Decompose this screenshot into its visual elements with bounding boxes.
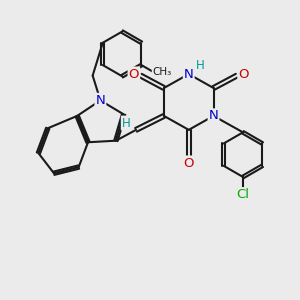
Text: O: O bbox=[238, 68, 249, 81]
Text: Cl: Cl bbox=[236, 188, 250, 201]
Text: O: O bbox=[184, 157, 194, 169]
Text: O: O bbox=[129, 68, 139, 81]
Text: N: N bbox=[184, 68, 194, 81]
Text: H: H bbox=[122, 116, 130, 130]
Text: N: N bbox=[95, 94, 105, 107]
Text: N: N bbox=[209, 110, 218, 122]
Text: H: H bbox=[196, 59, 205, 72]
Text: CH₃: CH₃ bbox=[153, 67, 172, 77]
